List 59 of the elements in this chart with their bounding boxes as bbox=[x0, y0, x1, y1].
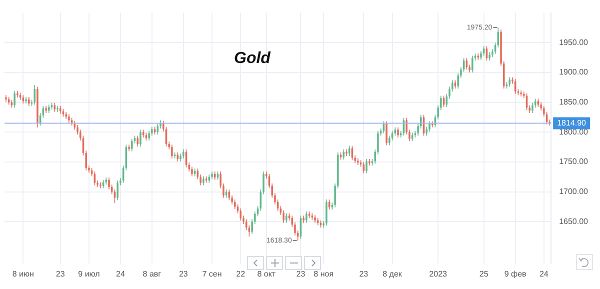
candlestick bbox=[116, 180, 118, 201]
x-tick-label: 8 ноя bbox=[314, 269, 334, 278]
candlestick bbox=[326, 199, 328, 226]
text: Gold bbox=[234, 50, 270, 68]
candlestick bbox=[16, 90, 18, 98]
x-tick-label: 23 bbox=[56, 269, 66, 278]
x-tick-label: 8 авг bbox=[142, 269, 162, 278]
y-tick-label: 1700.00 bbox=[559, 187, 589, 196]
candlestick bbox=[131, 138, 133, 152]
candlestick bbox=[25, 96, 27, 104]
x-tick-label: 25 bbox=[479, 269, 489, 278]
ref-line-label: 1814.90 bbox=[557, 118, 587, 128]
candlestick bbox=[520, 90, 522, 97]
y-tick-label: 1900.00 bbox=[559, 68, 589, 77]
candlestick bbox=[388, 135, 390, 146]
x-tick-label: 23 bbox=[359, 269, 369, 278]
y-tick-label: 1650.00 bbox=[559, 216, 589, 226]
candlestick bbox=[282, 210, 284, 224]
candlestick bbox=[286, 212, 288, 224]
candlestick bbox=[171, 144, 173, 159]
candlestick bbox=[108, 177, 110, 190]
x-tick-label: 24 bbox=[539, 269, 549, 278]
x-tick-label: 24 bbox=[116, 269, 126, 278]
y-tick-label: 1850.00 bbox=[559, 98, 589, 107]
candlestick bbox=[508, 76, 510, 88]
x-tick-label: 23 bbox=[178, 269, 188, 278]
y-tick-label: 1800.00 bbox=[559, 127, 589, 136]
x-tick-label: 22 bbox=[236, 269, 246, 278]
x-tick-label: 9 фев bbox=[504, 269, 526, 278]
candlestick bbox=[240, 208, 242, 221]
x-tick-label: 8 дек bbox=[382, 269, 402, 278]
candlestick bbox=[428, 120, 430, 132]
candlestick bbox=[56, 105, 58, 112]
x-tick-label: 7 сен bbox=[202, 269, 222, 278]
candlestick bbox=[234, 199, 236, 210]
x-tick-label: 23 bbox=[296, 269, 306, 278]
candlestick bbox=[386, 120, 388, 146]
candlestick bbox=[346, 149, 348, 156]
candlestick bbox=[397, 126, 399, 138]
candlestick bbox=[472, 55, 474, 73]
candlestick bbox=[136, 135, 139, 147]
candlestick bbox=[366, 158, 368, 174]
x-tick-label: 8 июн bbox=[12, 269, 34, 278]
x-tick-label: 9 июл bbox=[78, 269, 100, 278]
candlestick bbox=[148, 130, 150, 141]
x-tick-label: 2023 bbox=[429, 269, 448, 278]
candlestick bbox=[368, 158, 370, 166]
candlestick bbox=[477, 52, 480, 60]
y-tick-label: 1750.00 bbox=[559, 157, 589, 166]
x-tick-label: 8 окт bbox=[257, 269, 276, 278]
candlestick bbox=[532, 102, 534, 114]
candlestick bbox=[14, 90, 16, 108]
y-tick-label: 1950.00 bbox=[559, 38, 589, 47]
candlestick bbox=[34, 84, 36, 106]
candlestick bbox=[140, 129, 142, 147]
candlestick bbox=[191, 166, 193, 177]
candlestick bbox=[342, 149, 345, 160]
candlestick bbox=[306, 211, 308, 224]
candlestick bbox=[357, 158, 359, 166]
